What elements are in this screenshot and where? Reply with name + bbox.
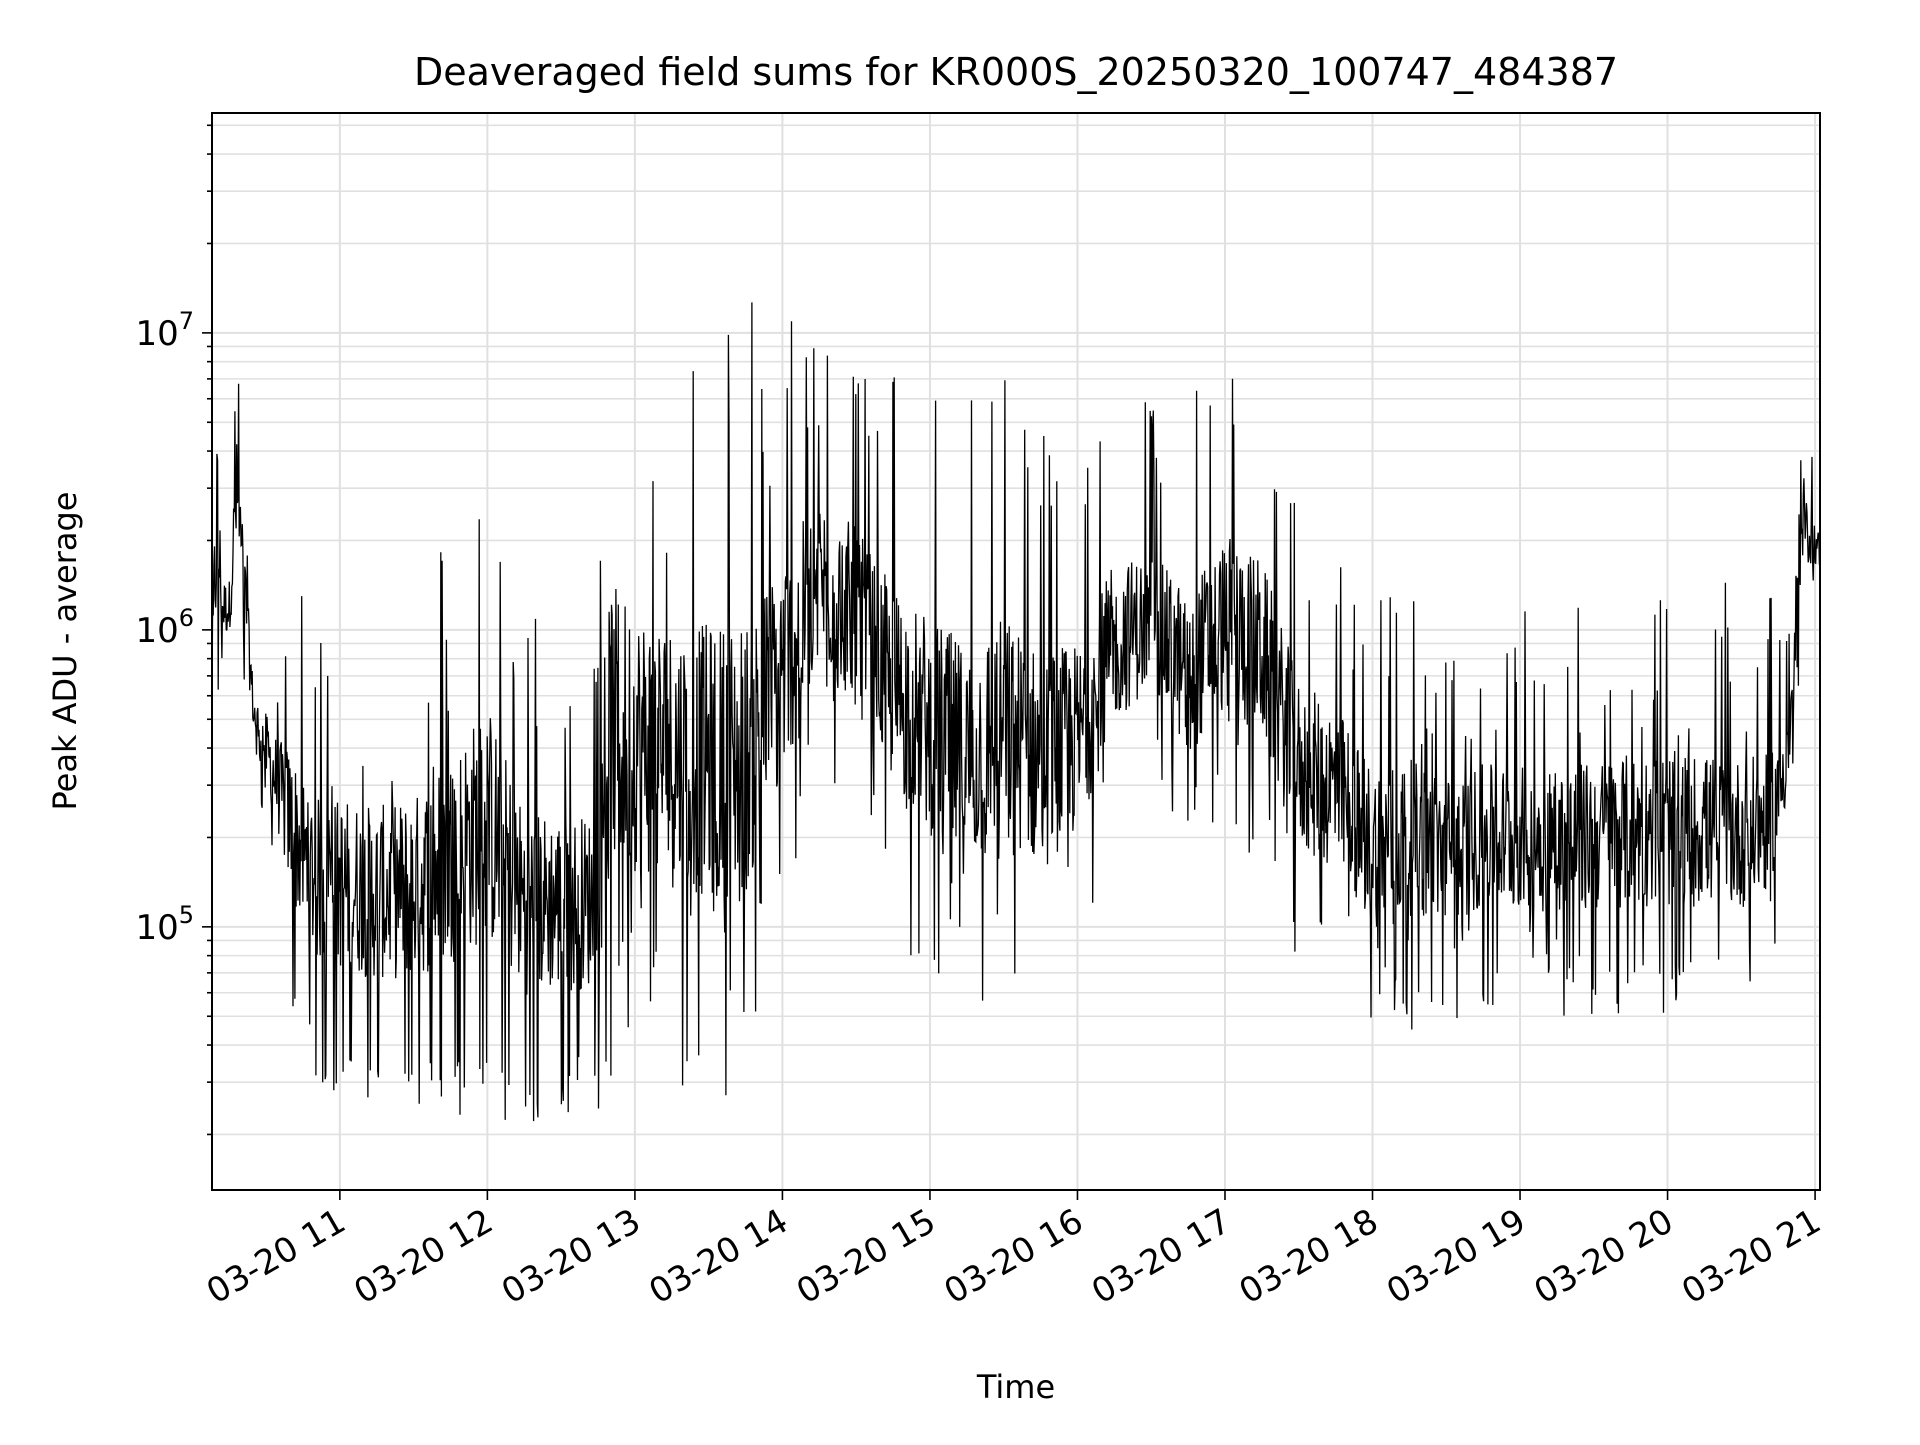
x-tick-label: 03-20 16 bbox=[938, 1201, 1090, 1312]
x-tick-label: 03-20 13 bbox=[495, 1201, 647, 1312]
x-tick-label: 03-20 18 bbox=[1233, 1201, 1385, 1312]
series-line bbox=[212, 302, 1820, 1122]
plot-frame bbox=[211, 112, 1821, 1191]
x-tick-label: 03-20 19 bbox=[1380, 1201, 1532, 1312]
y-tick-label: 107 bbox=[135, 307, 194, 354]
x-tick-label: 03-20 20 bbox=[1528, 1201, 1680, 1312]
y-axis-label: Peak ADU - average bbox=[46, 492, 84, 811]
x-tick-label: 03-20 21 bbox=[1675, 1201, 1827, 1312]
y-tick-label: 105 bbox=[135, 901, 194, 948]
chart-title: Deaveraged field sums for KR000S_2025032… bbox=[414, 50, 1618, 94]
x-axis-label: Time bbox=[976, 1368, 1055, 1406]
plot-layer bbox=[212, 302, 1820, 1122]
x-tick-label: 03-20 15 bbox=[790, 1201, 942, 1312]
x-tick-label: 03-20 12 bbox=[347, 1201, 499, 1312]
x-tick-label: 03-20 17 bbox=[1085, 1201, 1237, 1312]
series-trace bbox=[212, 302, 1820, 1122]
y-tick-label: 106 bbox=[135, 604, 194, 651]
x-tick-label: 03-20 14 bbox=[643, 1201, 795, 1312]
x-tick-label: 03-20 11 bbox=[200, 1201, 352, 1312]
